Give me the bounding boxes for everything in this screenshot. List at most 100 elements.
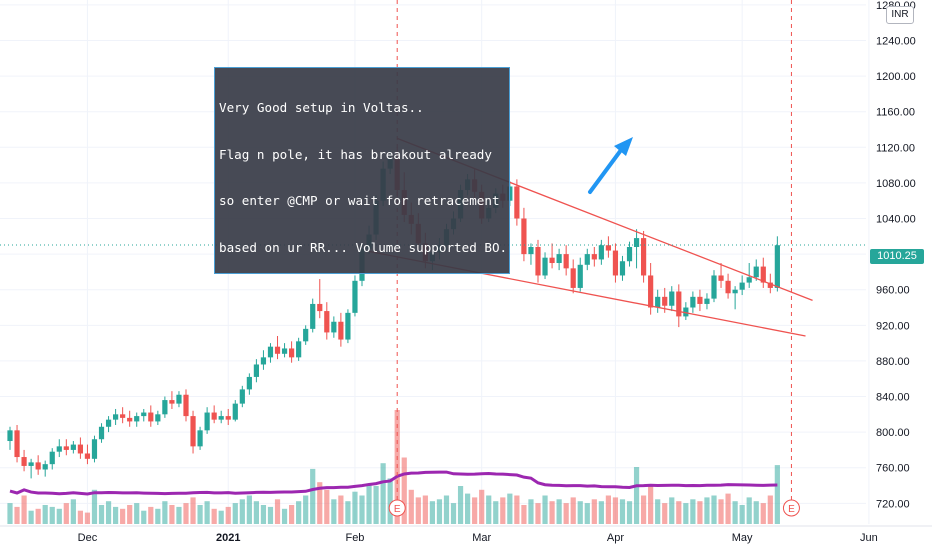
candle-body [70, 444, 76, 450]
volume-bar [253, 501, 259, 524]
candle-body [521, 218, 527, 255]
volume-bar [197, 505, 203, 524]
candle-body [113, 414, 119, 420]
candle-body [690, 296, 696, 308]
volume-bar [239, 499, 245, 524]
volume-bar [401, 457, 407, 524]
volume-bar [408, 489, 414, 524]
annotation-line-2: Flag n pole, it has breakout already [219, 146, 492, 162]
volume-bar [338, 495, 344, 524]
volume-bar [450, 503, 457, 524]
candle-body [253, 364, 259, 377]
time-tick-label: Feb [345, 532, 364, 544]
candle-body [317, 303, 323, 312]
volume-bar [42, 505, 48, 524]
earnings-marker-label: E [788, 504, 795, 515]
candle-body [267, 346, 274, 358]
volume-bar [169, 505, 175, 524]
volume-bar [127, 505, 133, 524]
candle-body [683, 307, 689, 317]
volume-bar [91, 489, 98, 524]
volume-bar [528, 499, 534, 524]
volume-bar [612, 497, 619, 524]
candle-body [84, 453, 91, 459]
volume-bar [732, 501, 738, 524]
price-tick-label: 880.00 [876, 356, 910, 368]
candle-body [91, 439, 98, 459]
volume-bar [465, 493, 471, 524]
volume-bar [655, 499, 661, 524]
candle-body [63, 446, 69, 450]
earnings-marker [388, 499, 406, 517]
volume-bar [141, 510, 147, 524]
volume-bar [633, 467, 640, 524]
volume-bar [183, 503, 189, 524]
price-tick-label: 1040.00 [876, 214, 916, 226]
volume-bar [218, 510, 224, 524]
volume-bar [105, 501, 112, 524]
price-tick-label: 1080.00 [876, 178, 916, 190]
candle-body [204, 412, 210, 431]
candle-body [105, 419, 112, 427]
volume-bar [422, 495, 428, 524]
volume-bar [274, 499, 281, 524]
volume-bar [310, 468, 316, 524]
currency-badge[interactable]: INR [886, 6, 914, 24]
volume-bar [35, 508, 41, 524]
candle-body [570, 268, 576, 288]
last-price-tag: 1010.25 [870, 249, 924, 264]
volume-bar [549, 501, 555, 524]
annotation-line-4: based on ur RR... Volume supported BO.. [219, 239, 505, 255]
volume-bar [331, 499, 337, 524]
candle-body [7, 430, 13, 442]
candle-body [598, 245, 604, 260]
price-tick-label: 920.00 [876, 320, 910, 332]
candle-body [774, 245, 780, 288]
price-tick-label: 840.00 [876, 392, 910, 404]
volume-bar [500, 497, 506, 524]
volume-bar [113, 506, 119, 524]
annotation-box[interactable]: Very Good setup in Voltas.. Flag n pole,… [214, 67, 510, 274]
volume-bar [190, 497, 196, 524]
volume-bar [690, 499, 696, 524]
price-tick-label: 720.00 [876, 498, 910, 510]
volume-bar [725, 493, 731, 524]
candle-body [711, 275, 717, 299]
volume-bar [570, 497, 576, 524]
candle-body [725, 280, 731, 294]
volume-bar [556, 499, 562, 524]
candle-body [303, 328, 309, 342]
volume-bar [676, 501, 682, 524]
candle-body [612, 250, 619, 276]
candle-body [563, 254, 569, 269]
volume-bar [70, 499, 76, 524]
volume-bar [619, 499, 626, 524]
volume-bar [436, 499, 443, 524]
volume-bar [63, 503, 69, 524]
candle-body [232, 403, 238, 420]
volume-bar [591, 499, 597, 524]
volume-bar [415, 497, 421, 524]
candle-body [14, 430, 20, 458]
volume-bar [281, 508, 288, 524]
volume-bar [648, 486, 654, 524]
candle-body [767, 282, 773, 288]
candle-body [155, 414, 161, 422]
candle-body [352, 280, 358, 313]
volume-bar [7, 503, 13, 524]
candle-body [49, 451, 55, 465]
candle-body [148, 412, 154, 422]
candle-body [281, 348, 288, 354]
time-tick-label: May [732, 532, 753, 544]
volume-bar [486, 495, 492, 524]
candle-body [605, 245, 611, 251]
candle-body [746, 277, 752, 283]
volume-bar [739, 505, 745, 524]
volume-bar [289, 505, 295, 524]
annotation-line-1: Very Good setup in Voltas.. [219, 100, 424, 115]
volume-bar [260, 505, 267, 524]
volume-bar [176, 506, 182, 524]
candle-body [246, 376, 252, 390]
candle-body [648, 275, 654, 308]
candle-body [338, 321, 344, 340]
